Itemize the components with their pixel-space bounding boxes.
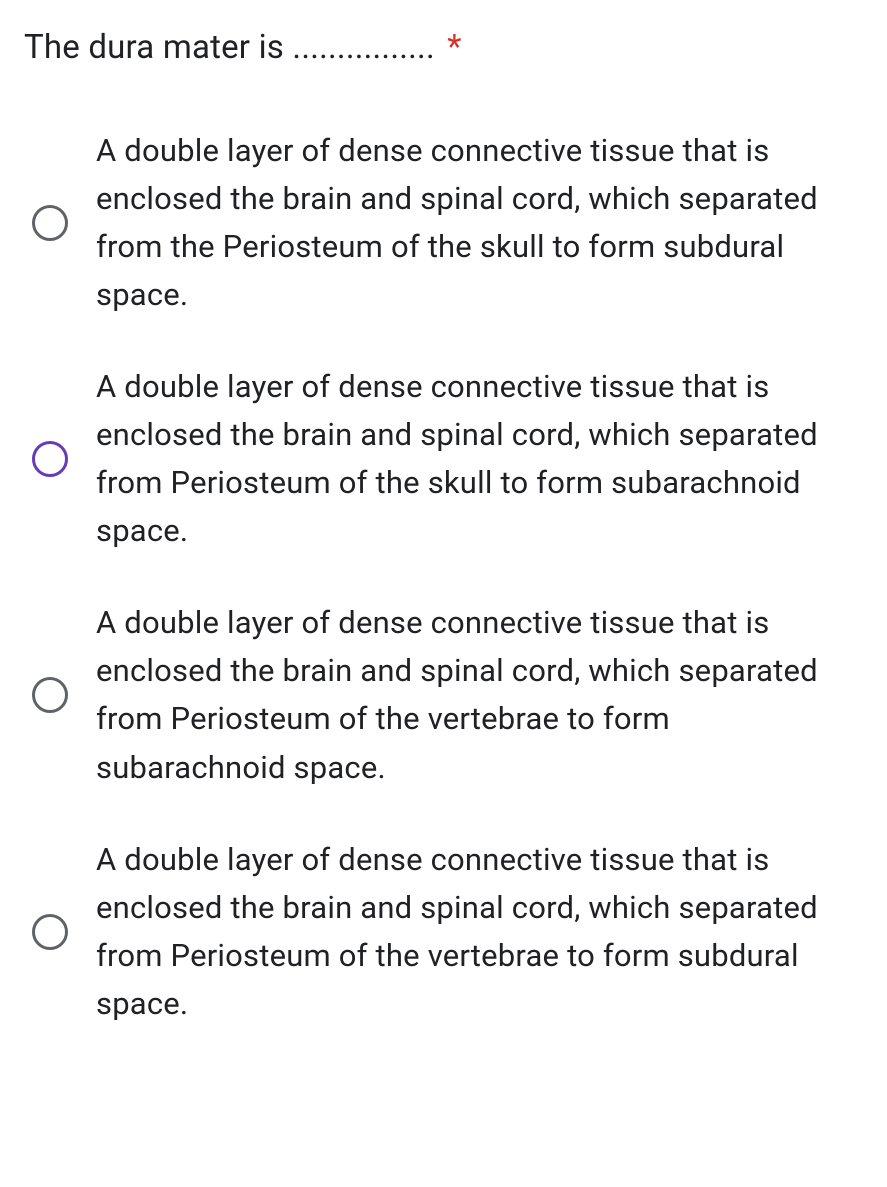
question-text: The dura mater is ................ — [24, 28, 435, 67]
option-4-label: A double layer of dense connective tissu… — [96, 836, 863, 1028]
option-2-label: A double layer of dense connective tissu… — [96, 363, 863, 555]
radio-1[interactable] — [32, 205, 68, 241]
option-1-label: A double layer of dense connective tissu… — [96, 127, 863, 319]
radio-4[interactable] — [32, 914, 68, 950]
option-1[interactable]: A double layer of dense connective tissu… — [32, 127, 863, 319]
option-3-label: A double layer of dense connective tissu… — [96, 599, 863, 791]
radio-3[interactable] — [32, 677, 68, 713]
question-title: The dura mater is ................ * — [24, 28, 863, 67]
option-2[interactable]: A double layer of dense connective tissu… — [32, 363, 863, 555]
options-group: A double layer of dense connective tissu… — [24, 127, 863, 1028]
option-4[interactable]: A double layer of dense connective tissu… — [32, 836, 863, 1028]
radio-2[interactable] — [32, 441, 68, 477]
option-3[interactable]: A double layer of dense connective tissu… — [32, 599, 863, 791]
required-asterisk: * — [447, 28, 461, 67]
